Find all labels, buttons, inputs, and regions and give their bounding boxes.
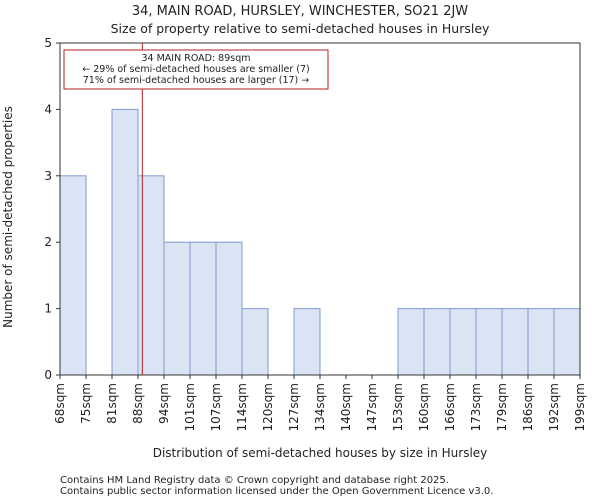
bar — [241, 308, 269, 376]
y-tick-label: 3 — [44, 169, 52, 183]
x-tick-label: 120sqm — [261, 383, 275, 431]
x-tick-label: 186sqm — [521, 383, 535, 431]
x-tick-label: 160sqm — [417, 383, 431, 431]
bar — [111, 108, 139, 376]
y-tick-label: 1 — [44, 302, 52, 316]
annotation-line: ← 29% of semi-detached houses are smalle… — [82, 64, 310, 75]
x-tick-label: 192sqm — [547, 383, 561, 431]
y-tick-label: 4 — [44, 102, 52, 116]
x-tick-label: 68sqm — [53, 383, 67, 424]
bar — [163, 241, 191, 376]
plot-area: 0 1 2 3 4 5 68sqm 75sqm 81sqm 88sqm 94sqm 101sqm 107… — [44, 36, 587, 431]
x-tick-label: 94sqm — [157, 383, 171, 424]
footer-line-1: Contains HM Land Registry data © Crown c… — [60, 475, 449, 486]
bar — [189, 241, 217, 376]
x-axis-label: Distribution of semi-detached houses by … — [153, 446, 488, 460]
x-tick-label: 140sqm — [339, 383, 353, 431]
x-tick-label: 81sqm — [105, 383, 119, 424]
x-tick-label: 199sqm — [573, 383, 587, 431]
footer-line-2: Contains public sector information licen… — [60, 486, 493, 497]
y-tick-label: 0 — [44, 368, 52, 382]
bar — [59, 175, 87, 376]
bar — [475, 308, 503, 376]
x-tick-label: 173sqm — [469, 383, 483, 431]
y-tick-label: 5 — [44, 36, 52, 50]
bar — [553, 308, 581, 376]
bar — [293, 308, 321, 376]
x-tick-label: 127sqm — [287, 383, 301, 431]
x-tick-label: 147sqm — [365, 383, 379, 431]
x-tick-label: 134sqm — [313, 383, 327, 431]
bar — [215, 241, 243, 376]
chart-title: 34, MAIN ROAD, HURSLEY, WINCHESTER, SO21… — [132, 4, 468, 19]
y-tick-label: 2 — [44, 235, 52, 249]
x-tick-label: 88sqm — [131, 383, 145, 424]
annotation-line: 71% of semi-detached houses are larger (… — [83, 75, 310, 86]
x-tick-label: 107sqm — [209, 383, 223, 431]
annotation-line: 34 MAIN ROAD: 89sqm — [142, 53, 251, 64]
x-tick-label: 166sqm — [443, 383, 457, 431]
bar — [423, 308, 451, 376]
y-axis-label: Number of semi-detached properties — [1, 106, 15, 328]
x-tick-label: 153sqm — [391, 383, 405, 431]
bar — [397, 308, 425, 376]
chart-subtitle: Size of property relative to semi-detach… — [111, 21, 490, 36]
x-tick-label: 75sqm — [79, 383, 93, 424]
bar — [501, 308, 529, 376]
bar — [449, 308, 477, 376]
bar — [527, 308, 555, 376]
x-tick-label: 101sqm — [183, 383, 197, 431]
x-tick-label: 179sqm — [495, 383, 509, 431]
x-tick-label: 114sqm — [235, 383, 249, 431]
annotation-box — [63, 49, 329, 90]
